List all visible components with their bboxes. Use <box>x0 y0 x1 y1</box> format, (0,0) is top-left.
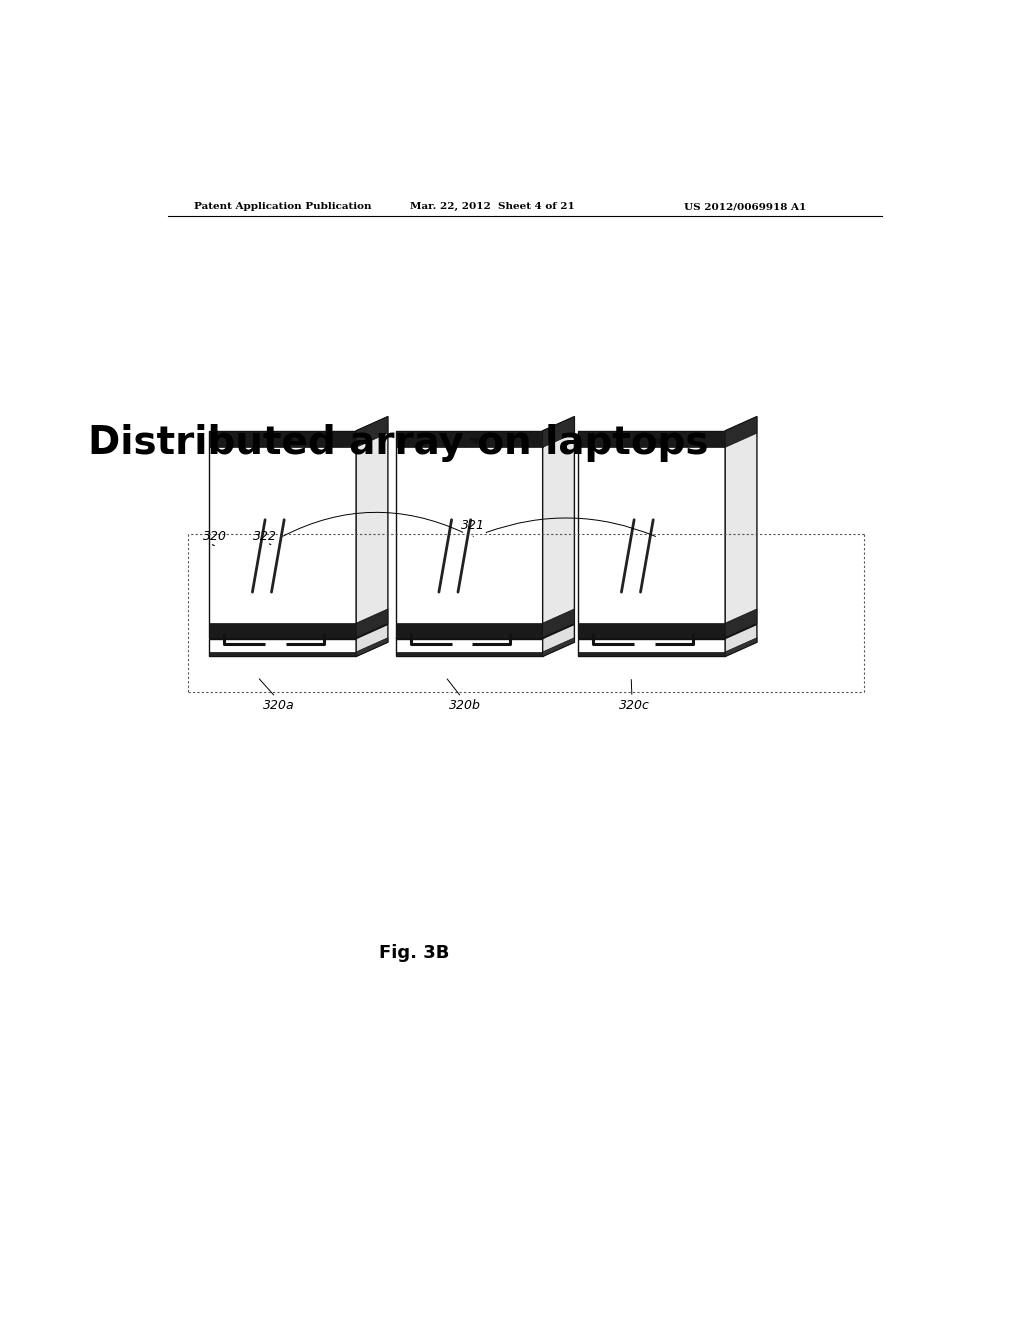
Polygon shape <box>543 417 574 638</box>
Polygon shape <box>579 430 725 447</box>
Polygon shape <box>543 609 574 638</box>
Polygon shape <box>725 417 757 447</box>
Polygon shape <box>725 638 757 656</box>
Polygon shape <box>396 652 543 656</box>
Text: 320c: 320c <box>618 700 650 711</box>
Polygon shape <box>209 430 356 447</box>
Polygon shape <box>543 638 574 656</box>
Polygon shape <box>725 609 757 638</box>
Polygon shape <box>725 624 757 656</box>
Text: Mar. 22, 2012  Sheet 4 of 21: Mar. 22, 2012 Sheet 4 of 21 <box>410 202 574 211</box>
Polygon shape <box>579 652 725 656</box>
Text: 321: 321 <box>461 520 485 532</box>
Polygon shape <box>356 638 388 656</box>
Polygon shape <box>209 624 388 639</box>
Polygon shape <box>579 430 725 638</box>
Polygon shape <box>579 623 725 638</box>
Text: US 2012/0069918 A1: US 2012/0069918 A1 <box>684 202 806 211</box>
Polygon shape <box>209 430 356 638</box>
Polygon shape <box>356 417 388 638</box>
Polygon shape <box>356 417 388 447</box>
Text: Patent Application Publication: Patent Application Publication <box>194 202 372 211</box>
Polygon shape <box>209 639 356 656</box>
Polygon shape <box>356 609 388 638</box>
Polygon shape <box>209 623 356 638</box>
Polygon shape <box>209 652 356 656</box>
Polygon shape <box>579 639 725 656</box>
Polygon shape <box>396 624 574 639</box>
Text: 320b: 320b <box>450 700 481 711</box>
Text: Fig. 3B: Fig. 3B <box>379 944 449 962</box>
Polygon shape <box>356 624 388 656</box>
Text: 320a: 320a <box>263 700 295 711</box>
Polygon shape <box>396 623 543 638</box>
Text: 320: 320 <box>204 529 227 543</box>
Polygon shape <box>396 430 543 638</box>
Text: 322: 322 <box>253 529 278 543</box>
Polygon shape <box>725 417 757 638</box>
Text: Distributed array on laptops: Distributed array on laptops <box>88 424 708 462</box>
Polygon shape <box>543 417 574 447</box>
Polygon shape <box>543 624 574 656</box>
Polygon shape <box>396 639 543 656</box>
Polygon shape <box>579 624 757 639</box>
Polygon shape <box>396 430 543 447</box>
